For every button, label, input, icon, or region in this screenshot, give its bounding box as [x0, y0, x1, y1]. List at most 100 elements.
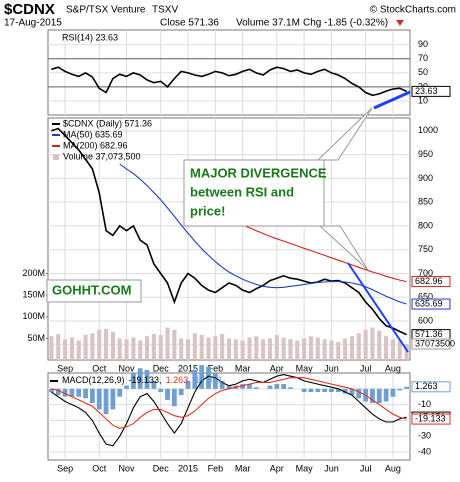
y-tick-label: 950 [418, 149, 433, 159]
volume-bar [90, 333, 95, 360]
histogram-bar [335, 388, 341, 392]
histogram-bar [199, 365, 205, 389]
legend-label: MA(50) 635.69 [63, 129, 123, 139]
symbol: $CDNX [4, 1, 55, 18]
histogram-bar [90, 388, 95, 404]
exchange: TSXV [152, 5, 178, 16]
annotation-box [183, 159, 325, 227]
volume-bar [308, 336, 314, 360]
histogram-bar [376, 388, 382, 404]
histogram-bar [226, 385, 232, 389]
price-trendline [347, 262, 409, 353]
y-tick-label: 800 [418, 220, 433, 230]
series-line [51, 127, 407, 336]
value-tag [411, 338, 451, 350]
annotation-text: MAJOR DIVERGENCE [190, 165, 327, 180]
volume-bar [151, 334, 156, 360]
volume-bar [288, 339, 293, 360]
histogram-bar [267, 385, 273, 389]
legend-swatch [53, 154, 59, 160]
panel-title: RSI(14) 23.63 [62, 32, 118, 42]
volume-tick-label: 150M [22, 290, 45, 300]
volume-bar [404, 343, 409, 360]
x-tick-label: Dec [153, 363, 170, 373]
volume-bar [343, 338, 348, 360]
panel-backgrounds [47, 29, 411, 461]
annotation-text: between RSI and [190, 184, 294, 199]
value-tag-label: 23.63 [415, 86, 438, 96]
volume-bar [165, 327, 170, 360]
histogram-bar [281, 384, 287, 389]
volume-bar [274, 334, 279, 360]
histogram-bar [55, 388, 61, 396]
y-tick-label: 90 [418, 39, 428, 49]
histogram-bar [390, 388, 396, 397]
x-tick-label: Oct [92, 363, 107, 373]
volume-bar [315, 337, 320, 360]
x-tick-label: Jul [360, 363, 372, 373]
panel-title: MACD(12,26,9) [62, 375, 125, 385]
histogram-bar [342, 388, 348, 394]
legend-label: $CDNX (Daily) 571.36 [63, 118, 152, 128]
y-tick-label: 850 [418, 197, 433, 207]
histogram-bar [158, 388, 164, 392]
histogram-bar [83, 388, 88, 399]
histogram-bar [247, 384, 252, 389]
histogram-bar [117, 388, 123, 397]
histogram-bar [288, 387, 293, 389]
date: 17-Aug-2015 [4, 18, 62, 29]
histogram-bar [356, 388, 362, 399]
histogram-bar [76, 388, 82, 397]
x-tick-label: Aug [385, 363, 401, 373]
x-tick-label: Apr [270, 463, 284, 473]
histogram-bar [137, 368, 143, 389]
volume-bar [233, 339, 238, 360]
volume-bar [336, 341, 341, 360]
volume-bar [179, 338, 184, 360]
series-line [119, 163, 407, 305]
volume-bar [370, 327, 375, 360]
x-tick-label: Sep [57, 463, 73, 473]
histogram-bar [69, 388, 75, 397]
volume-bar [144, 336, 150, 360]
index-name: S&P/TSX Venture [66, 5, 146, 16]
volume-bar [185, 339, 191, 360]
x-tick-label: Sep [57, 363, 73, 373]
value-tag-label: 682.96 [415, 276, 443, 286]
volume-bar [158, 334, 163, 360]
y-tick-label: 750 [418, 244, 433, 254]
volume-bar [192, 333, 197, 360]
histogram-bar [49, 388, 54, 392]
volume-bar [63, 339, 68, 360]
histogram-bar [274, 384, 280, 389]
y-tick-label: 650 [418, 292, 433, 302]
histogram-bar [110, 388, 116, 410]
histogram-bar [308, 388, 314, 392]
y-tick-label: 1000 [418, 125, 438, 135]
x-tick-label: Mar [235, 363, 251, 373]
histogram-bar [192, 369, 198, 389]
volume-bar [356, 333, 361, 360]
histogram-bar [151, 380, 157, 389]
x-tick-label: May [296, 363, 314, 373]
x-tick-label: Nov [119, 463, 136, 473]
series-line [51, 374, 407, 447]
histogram-bar [96, 388, 102, 410]
x-tick-label: Apr [270, 363, 284, 373]
x-tick-label: Mar [235, 463, 251, 473]
volume-bar [49, 336, 54, 360]
volume-bar [172, 329, 177, 360]
site-box [46, 279, 142, 303]
histogram-bar [171, 388, 177, 407]
y-tick-label: -40 [418, 446, 431, 456]
y-tick-label: 600 [418, 315, 433, 325]
series-line [51, 66, 407, 97]
panel-title: MACD(12,26,9) -19.133, 1.263 -17.871, [62, 375, 225, 385]
x-tick-label: Aug [385, 463, 401, 473]
y-tick-label: -10 [418, 399, 431, 409]
volume-bar [104, 328, 109, 360]
value-tag-label: 37073500 [415, 338, 455, 348]
histogram-bar [301, 388, 307, 392]
volume-bar [226, 338, 232, 360]
